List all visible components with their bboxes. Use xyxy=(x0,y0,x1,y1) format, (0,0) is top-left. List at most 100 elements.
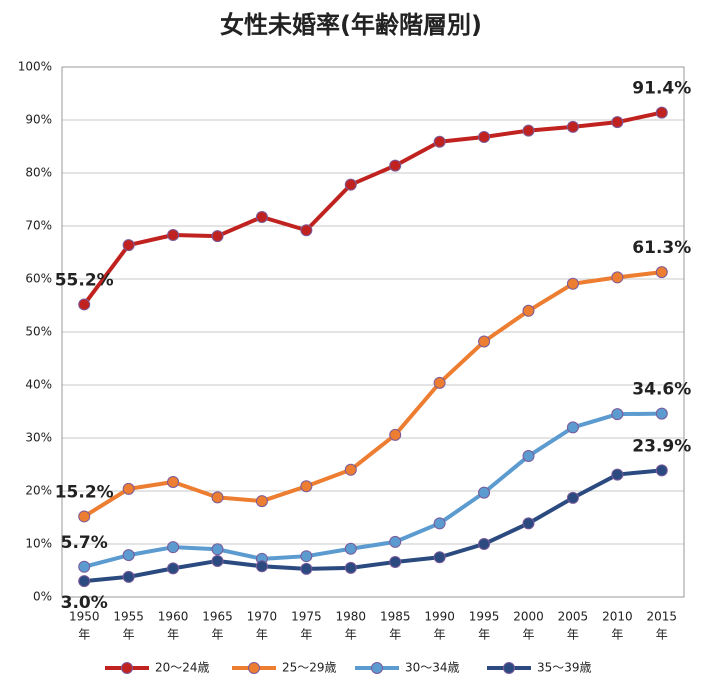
data-point xyxy=(389,428,402,441)
data-point xyxy=(255,495,268,508)
data-point xyxy=(611,116,624,129)
x-tick-label: 2015 xyxy=(647,610,678,624)
x-tick-suffix: 年 xyxy=(522,628,534,642)
data-point xyxy=(478,486,491,499)
data-point xyxy=(211,543,224,556)
data-point xyxy=(122,549,135,562)
x-tick-suffix: 年 xyxy=(611,628,623,642)
data-label: 91.4% xyxy=(632,79,691,99)
x-tick-label: 2000 xyxy=(513,610,544,624)
chart-title: 女性未婚率(年齢階層別) xyxy=(220,11,482,39)
y-tick-label: 0% xyxy=(33,590,52,604)
data-point xyxy=(389,556,402,569)
x-tick-label: 1995 xyxy=(469,610,500,624)
data-point xyxy=(344,178,357,191)
data-point xyxy=(611,408,624,421)
x-tick-suffix: 年 xyxy=(389,628,401,642)
data-point xyxy=(522,517,535,530)
data-point xyxy=(122,482,135,495)
x-tick-suffix: 年 xyxy=(256,628,268,642)
data-point xyxy=(655,464,668,477)
data-point xyxy=(389,535,402,548)
data-point xyxy=(78,560,91,573)
y-tick-label: 40% xyxy=(25,378,52,392)
data-label: 55.2% xyxy=(55,270,114,290)
data-point xyxy=(167,541,180,554)
y-tick-label: 30% xyxy=(25,431,52,445)
data-label: 3.0% xyxy=(61,593,108,613)
data-point xyxy=(478,130,491,143)
data-point xyxy=(78,510,91,523)
series-line xyxy=(84,468,662,584)
x-tick-suffix: 年 xyxy=(656,628,668,642)
data-point xyxy=(167,229,180,242)
data-point xyxy=(300,224,313,237)
y-tick-label: 70% xyxy=(25,219,52,233)
x-tick-label: 1955 xyxy=(113,610,144,624)
data-point xyxy=(611,271,624,284)
legend-label: 35～39歳 xyxy=(537,661,592,675)
y-tick-label: 10% xyxy=(25,537,52,551)
y-tick-label: 20% xyxy=(25,484,52,498)
x-tick-suffix: 年 xyxy=(167,628,179,642)
data-point xyxy=(522,124,535,137)
data-point xyxy=(566,421,579,434)
data-label: 61.3% xyxy=(632,238,691,258)
data-point xyxy=(344,463,357,476)
data-point xyxy=(255,560,268,573)
data-point xyxy=(78,298,91,311)
data-label: 34.6% xyxy=(632,380,691,400)
data-point xyxy=(655,407,668,420)
y-tick-label: 80% xyxy=(25,166,52,180)
data-point xyxy=(211,230,224,243)
data-point xyxy=(300,562,313,575)
data-point xyxy=(167,475,180,488)
data-point xyxy=(211,554,224,567)
plot-frame xyxy=(61,66,685,598)
data-point xyxy=(522,304,535,317)
x-tick-suffix: 年 xyxy=(300,628,312,642)
x-tick-label: 1960 xyxy=(158,610,189,624)
legend-label: 25～29歳 xyxy=(282,661,337,675)
x-tick-label: 1985 xyxy=(380,610,411,624)
data-point xyxy=(611,468,624,481)
x-tick-label: 1980 xyxy=(336,610,367,624)
data-point xyxy=(122,239,135,252)
x-tick-label: 1965 xyxy=(202,610,233,624)
data-label: 5.7% xyxy=(61,533,108,553)
legend-marker xyxy=(121,662,133,674)
data-point xyxy=(78,575,91,588)
legend-marker xyxy=(503,662,515,674)
x-tick-suffix: 年 xyxy=(567,628,579,642)
data-point xyxy=(211,491,224,504)
data-point xyxy=(389,159,402,172)
y-tick-label: 60% xyxy=(25,272,52,286)
data-point xyxy=(566,120,579,133)
data-point xyxy=(300,550,313,563)
data-point xyxy=(433,376,446,389)
series-line xyxy=(83,270,663,519)
data-point xyxy=(478,335,491,348)
x-tick-suffix: 年 xyxy=(123,628,135,642)
data-point xyxy=(344,542,357,555)
data-point xyxy=(300,480,313,493)
data-point xyxy=(344,561,357,574)
data-point xyxy=(566,277,579,290)
legend-label: 20～24歳 xyxy=(155,661,210,675)
data-point xyxy=(255,210,268,223)
y-tick-label: 90% xyxy=(25,113,52,127)
x-tick-label: 1950 xyxy=(69,610,100,624)
x-tick-label: 2005 xyxy=(558,610,589,624)
x-tick-suffix: 年 xyxy=(478,628,490,642)
x-tick-suffix: 年 xyxy=(434,628,446,642)
data-point xyxy=(655,266,668,279)
x-tick-suffix: 年 xyxy=(345,628,357,642)
data-point xyxy=(566,491,579,504)
data-point xyxy=(522,450,535,463)
data-point xyxy=(433,135,446,148)
data-point xyxy=(433,551,446,564)
x-tick-label: 2010 xyxy=(602,610,633,624)
legend-label: 30～34歳 xyxy=(405,661,460,675)
